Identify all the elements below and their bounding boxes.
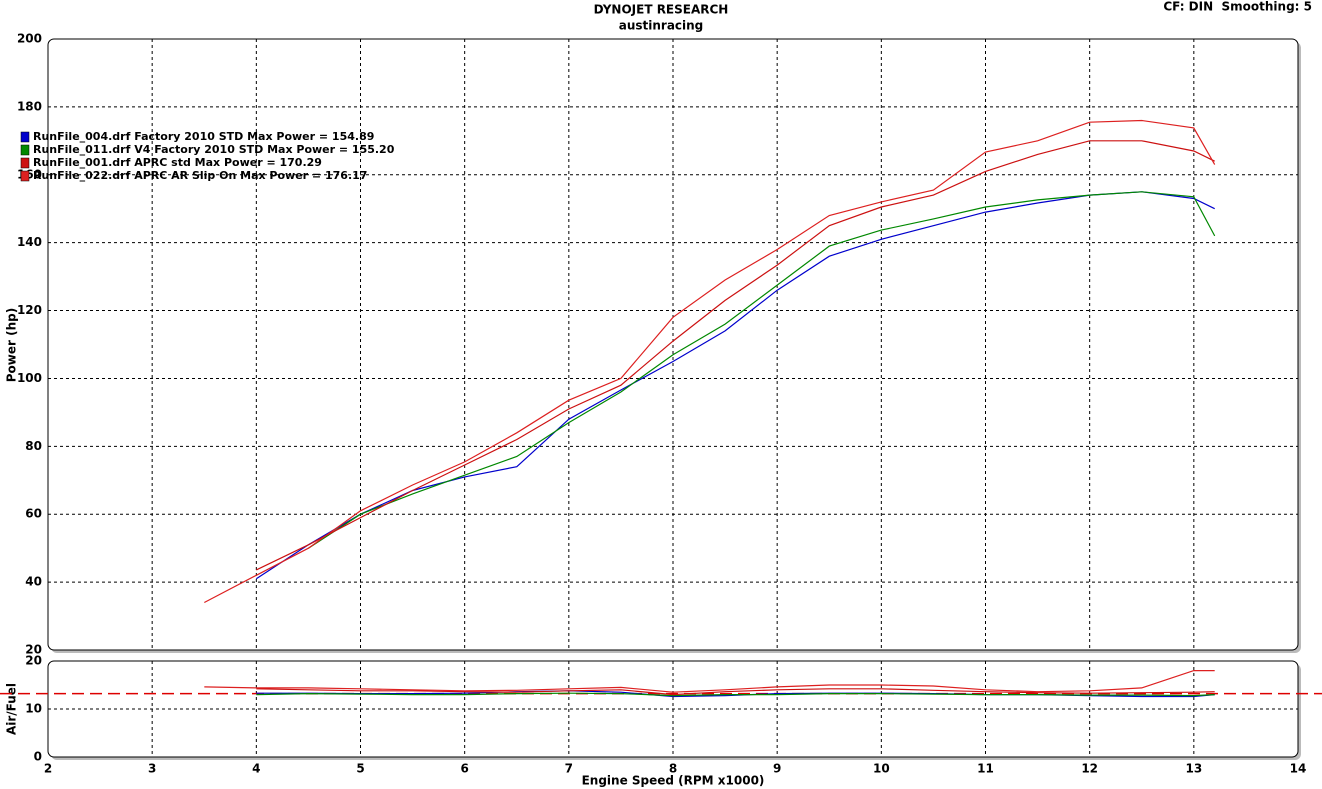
x-tick-label: 5 [356,762,364,776]
legend-swatch [20,144,30,156]
legend-swatch [20,131,30,143]
series-line [256,688,1215,696]
x-tick-label: 7 [565,762,573,776]
y-tick-label: 0 [34,750,42,764]
y-axis-label: Power (hp) [5,308,19,382]
y-tick-label: 200 [17,32,42,46]
series-line [308,191,1216,549]
y-tick-label: 140 [17,235,42,249]
x-tick-label: 3 [148,762,156,776]
series-line [204,119,1216,604]
chart-title: DYNOJET RESEARCH [594,3,729,17]
legend-label: RunFile_001.drf APRC std Max Power = 170… [33,156,322,169]
x-tick-label: 6 [460,762,468,776]
legend-swatch [20,157,30,169]
x-tick-label: 11 [977,762,994,776]
series-line [256,140,1215,571]
legend-label: RunFile_011.drf V4 Factory 2010 STD Max … [33,143,395,156]
chart-subtitle: austinracing [619,19,704,33]
annotation: CF: DIN Smoothing: 5 [1163,0,1312,14]
x-tick-label: 9 [773,762,781,776]
y-axis-label: Air/Fuel [5,683,19,735]
series-line [204,670,1215,693]
series-line [256,692,1215,697]
y-tick-label: 20 [25,654,42,668]
y-tick-label: 120 [17,303,42,317]
legend-label: RunFile_004.drf Factory 2010 STD Max Pow… [33,130,374,143]
legend-label: RunFile_022.drf APRC AR Slip On Max Powe… [33,169,367,182]
x-tick-label: 8 [669,762,677,776]
y-tick-label: 20 [25,643,42,657]
x-tick-label: 12 [1081,762,1098,776]
y-tick-label: 180 [17,99,42,113]
x-tick-label: 14 [1290,762,1307,776]
x-axis-label: Engine Speed (RPM x1000) [582,774,765,788]
x-tick-label: 4 [252,762,260,776]
legend-swatch [20,170,30,182]
y-tick-label: 80 [25,439,42,453]
y-tick-label: 10 [25,702,42,716]
y-tick-label: 60 [25,507,42,521]
y-tick-label: 40 [25,575,42,589]
y-tick-label: 100 [17,371,42,385]
x-tick-label: 2 [44,762,52,776]
x-tick-label: 10 [873,762,890,776]
x-tick-label: 13 [1185,762,1202,776]
